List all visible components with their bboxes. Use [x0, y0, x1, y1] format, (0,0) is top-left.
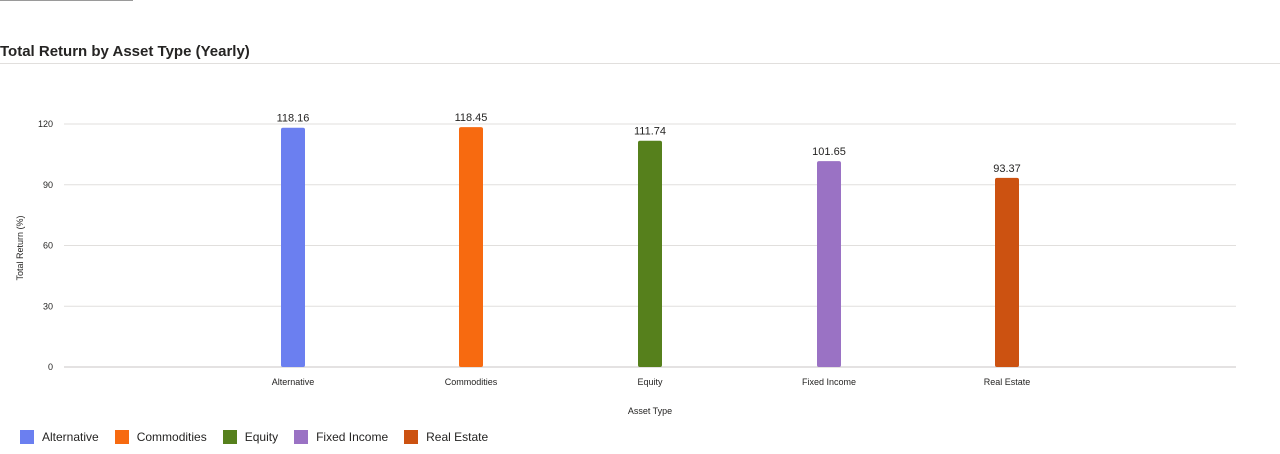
legend-label: Commodities — [136, 430, 207, 444]
top-divider — [0, 0, 133, 1]
title-divider — [0, 63, 1280, 64]
legend-swatch — [222, 430, 237, 444]
y-tick-label: 60 — [43, 241, 53, 251]
bar-real-estate[interactable] — [995, 177, 1019, 367]
bar-equity[interactable] — [638, 140, 662, 367]
bar-fixed-income[interactable] — [817, 161, 841, 367]
data-label: 111.74 — [634, 126, 666, 138]
chart-title: Total Return by Asset Type (Yearly) — [0, 43, 250, 60]
legend: Alternative Commodities Equity Fixed Income… — [20, 430, 504, 444]
x-axis-ticks: Alternative Commodities Equity Fixed Income… — [272, 377, 1031, 387]
x-tick-label: Commodities — [445, 377, 498, 387]
x-tick-label: Fixed Income — [802, 377, 856, 387]
legend-swatch — [20, 430, 34, 444]
legend-swatch — [404, 430, 419, 444]
y-tick-label: 0 — [48, 362, 53, 372]
legend-label: Real Estate — [426, 430, 489, 444]
legend-label: Fixed Income — [316, 430, 389, 444]
data-label: 118.45 — [455, 112, 488, 124]
y-tick-label: 120 — [38, 119, 53, 129]
legend-item[interactable]: Fixed Income — [294, 430, 388, 444]
legend-swatch — [114, 430, 129, 444]
data-label: 101.65 — [812, 146, 846, 158]
data-label: 93.37 — [993, 163, 1021, 175]
data-labels: 118.16 118.45 111.74 101.65 93.37 — [277, 112, 1021, 175]
legend-item[interactable]: Commodities — [114, 430, 207, 444]
y-axis-label: Total Return (%) — [15, 215, 25, 280]
x-tick-label: Real Estate — [984, 377, 1031, 387]
legend-item[interactable]: Alternative — [20, 430, 99, 444]
legend-label: Equity — [244, 430, 279, 444]
data-label: 118.16 — [277, 113, 310, 125]
bar-chart: 0 30 60 90 120 118.16 118.45 111.74 101.65 93.37… — [15, 112, 1236, 416]
bar-commodities[interactable] — [459, 127, 483, 367]
legend-item[interactable]: Equity — [222, 430, 279, 444]
legend-item[interactable]: Real Estate — [404, 430, 488, 444]
legend-label: Alternative — [42, 430, 99, 444]
x-tick-label: Equity — [637, 377, 663, 387]
y-tick-label: 30 — [43, 301, 53, 311]
bar-alternative[interactable] — [281, 127, 305, 367]
y-axis-ticks: 0 30 60 90 120 — [38, 119, 53, 372]
y-tick-label: 90 — [43, 180, 53, 190]
legend-swatch — [294, 430, 309, 444]
x-tick-label: Alternative — [272, 377, 315, 387]
x-axis-label: Asset Type — [628, 406, 672, 416]
bars — [281, 127, 1019, 367]
